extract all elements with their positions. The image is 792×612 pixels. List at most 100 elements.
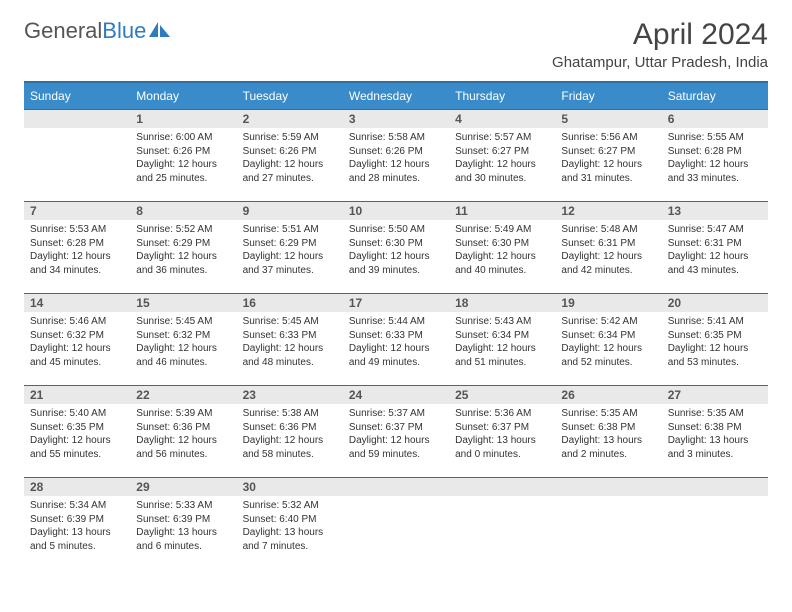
sunset-text: Sunset: 6:34 PM — [455, 329, 549, 343]
day-number: 10 — [343, 202, 449, 220]
sunrise-text: Sunrise: 5:45 AM — [243, 315, 337, 329]
calendar-cell: 3Sunrise: 5:58 AMSunset: 6:26 PMDaylight… — [343, 110, 449, 202]
calendar-cell: 9Sunrise: 5:51 AMSunset: 6:29 PMDaylight… — [237, 202, 343, 294]
sunset-text: Sunset: 6:38 PM — [561, 421, 655, 435]
daylight-text: Daylight: 13 hours and 0 minutes. — [455, 434, 549, 461]
daylight-text: Daylight: 12 hours and 37 minutes. — [243, 250, 337, 277]
brand-part1: General — [24, 18, 102, 44]
calendar-cell: 10Sunrise: 5:50 AMSunset: 6:30 PMDayligh… — [343, 202, 449, 294]
day-details: Sunrise: 5:41 AMSunset: 6:35 PMDaylight:… — [662, 312, 768, 373]
day-details: Sunrise: 5:52 AMSunset: 6:29 PMDaylight:… — [130, 220, 236, 281]
daylight-text: Daylight: 12 hours and 30 minutes. — [455, 158, 549, 185]
day-number — [449, 478, 555, 496]
daylight-text: Daylight: 12 hours and 58 minutes. — [243, 434, 337, 461]
sunrise-text: Sunrise: 5:48 AM — [561, 223, 655, 237]
sunset-text: Sunset: 6:29 PM — [136, 237, 230, 251]
calendar-cell: 25 Sunrise: 5:36 AMSunset: 6:37 PMDayligh… — [449, 386, 555, 478]
day-details: Sunrise: 5:43 AMSunset: 6:34 PMDaylight:… — [449, 312, 555, 373]
sail-icon — [149, 18, 171, 44]
page-title: April 2024 — [552, 18, 768, 52]
calendar-cell: 20Sunrise: 5:41 AMSunset: 6:35 PMDayligh… — [662, 294, 768, 386]
calendar-cell: 19Sunrise: 5:42 AMSunset: 6:34 PMDayligh… — [555, 294, 661, 386]
day-number: 19 — [555, 294, 661, 312]
day-number: 23 — [237, 386, 343, 404]
day-details: Sunrise: 5:46 AMSunset: 6:32 PMDaylight:… — [24, 312, 130, 373]
sunrise-text: Sunrise: 5:56 AM — [561, 131, 655, 145]
calendar-table: SundayMondayTuesdayWednesdayThursdayFrid… — [24, 81, 768, 570]
calendar-cell: 16Sunrise: 5:45 AMSunset: 6:33 PMDayligh… — [237, 294, 343, 386]
sunrise-text: Sunrise: 5:47 AM — [668, 223, 762, 237]
title-block: April 2024 Ghatampur, Uttar Pradesh, Ind… — [552, 18, 768, 71]
sunset-text: Sunset: 6:35 PM — [668, 329, 762, 343]
calendar-week-row: 1Sunrise: 6:00 AMSunset: 6:26 PMDaylight… — [24, 110, 768, 202]
day-number: 4 — [449, 110, 555, 128]
day-details — [555, 496, 661, 514]
sunrise-text: Sunrise: 5:59 AM — [243, 131, 337, 145]
sunrise-text: Sunrise: 5:53 AM — [30, 223, 124, 237]
calendar-cell: 18Sunrise: 5:43 AMSunset: 6:34 PMDayligh… — [449, 294, 555, 386]
sunrise-text: Sunrise: 5:36 AM — [455, 407, 549, 421]
sunrise-text: Sunrise: 5:52 AM — [136, 223, 230, 237]
sunset-text: Sunset: 6:38 PM — [668, 421, 762, 435]
day-number: 25 — [449, 386, 555, 404]
day-number: 26 — [555, 386, 661, 404]
day-details: Sunrise: 5:53 AMSunset: 6:28 PMDaylight:… — [24, 220, 130, 281]
weekday-header: Tuesday — [237, 82, 343, 110]
calendar-week-row: 14Sunrise: 5:46 AMSunset: 6:32 PMDayligh… — [24, 294, 768, 386]
daylight-text: Daylight: 12 hours and 52 minutes. — [561, 342, 655, 369]
day-details: Sunrise: 5:45 AMSunset: 6:33 PMDaylight:… — [237, 312, 343, 373]
calendar-week-row: 7Sunrise: 5:53 AMSunset: 6:28 PMDaylight… — [24, 202, 768, 294]
daylight-text: Daylight: 12 hours and 56 minutes. — [136, 434, 230, 461]
day-details: Sunrise: 5:35 AMSunset: 6:38 PMDaylight:… — [662, 404, 768, 465]
sunrise-text: Sunrise: 5:32 AM — [243, 499, 337, 513]
calendar-cell-empty — [449, 478, 555, 570]
calendar-cell: 26Sunrise: 5:35 AMSunset: 6:38 PMDayligh… — [555, 386, 661, 478]
sunset-text: Sunset: 6:29 PM — [243, 237, 337, 251]
daylight-text: Daylight: 12 hours and 31 minutes. — [561, 158, 655, 185]
calendar-cell: 11Sunrise: 5:49 AMSunset: 6:30 PMDayligh… — [449, 202, 555, 294]
calendar-cell: 14Sunrise: 5:46 AMSunset: 6:32 PMDayligh… — [24, 294, 130, 386]
day-number: 18 — [449, 294, 555, 312]
day-number: 17 — [343, 294, 449, 312]
day-number: 16 — [237, 294, 343, 312]
daylight-text: Daylight: 12 hours and 48 minutes. — [243, 342, 337, 369]
day-number — [662, 478, 768, 496]
calendar-cell: 30Sunrise: 5:32 AMSunset: 6:40 PMDayligh… — [237, 478, 343, 570]
day-details: Sunrise: 5:40 AMSunset: 6:35 PMDaylight:… — [24, 404, 130, 465]
day-details — [24, 128, 130, 146]
sunset-text: Sunset: 6:37 PM — [349, 421, 443, 435]
weekday-header: Saturday — [662, 82, 768, 110]
day-details: Sunrise: 5:57 AMSunset: 6:27 PMDaylight:… — [449, 128, 555, 189]
sunrise-text: Sunrise: 5:49 AM — [455, 223, 549, 237]
day-number — [24, 110, 130, 128]
day-number: 28 — [24, 478, 130, 496]
calendar-week-row: 21Sunrise: 5:40 AMSunset: 6:35 PMDayligh… — [24, 386, 768, 478]
calendar-cell-empty — [555, 478, 661, 570]
sunrise-text: Sunrise: 5:39 AM — [136, 407, 230, 421]
calendar-cell: 12Sunrise: 5:48 AMSunset: 6:31 PMDayligh… — [555, 202, 661, 294]
daylight-text: Daylight: 13 hours and 7 minutes. — [243, 526, 337, 553]
day-number: 24 — [343, 386, 449, 404]
sunset-text: Sunset: 6:28 PM — [668, 145, 762, 159]
sunrise-text: Sunrise: 5:55 AM — [668, 131, 762, 145]
daylight-text: Daylight: 12 hours and 43 minutes. — [668, 250, 762, 277]
calendar-cell: 13Sunrise: 5:47 AMSunset: 6:31 PMDayligh… — [662, 202, 768, 294]
calendar-cell-empty — [343, 478, 449, 570]
sunset-text: Sunset: 6:31 PM — [668, 237, 762, 251]
sunrise-text: Sunrise: 5:44 AM — [349, 315, 443, 329]
day-details: Sunrise: 5:35 AMSunset: 6:38 PMDaylight:… — [555, 404, 661, 465]
sunset-text: Sunset: 6:26 PM — [349, 145, 443, 159]
sunset-text: Sunset: 6:26 PM — [243, 145, 337, 159]
calendar-cell: 21Sunrise: 5:40 AMSunset: 6:35 PMDayligh… — [24, 386, 130, 478]
calendar-cell: 6Sunrise: 5:55 AMSunset: 6:28 PMDaylight… — [662, 110, 768, 202]
day-details — [343, 496, 449, 514]
day-details: Sunrise: 6:00 AMSunset: 6:26 PMDaylight:… — [130, 128, 236, 189]
sunset-text: Sunset: 6:37 PM — [455, 421, 549, 435]
sunset-text: Sunset: 6:27 PM — [455, 145, 549, 159]
day-details: Sunrise: 5:42 AMSunset: 6:34 PMDaylight:… — [555, 312, 661, 373]
day-details: Sunrise: 5:55 AMSunset: 6:28 PMDaylight:… — [662, 128, 768, 189]
day-number: 14 — [24, 294, 130, 312]
day-number — [343, 478, 449, 496]
calendar-cell: 29Sunrise: 5:33 AMSunset: 6:39 PMDayligh… — [130, 478, 236, 570]
calendar-cell: 2Sunrise: 5:59 AMSunset: 6:26 PMDaylight… — [237, 110, 343, 202]
